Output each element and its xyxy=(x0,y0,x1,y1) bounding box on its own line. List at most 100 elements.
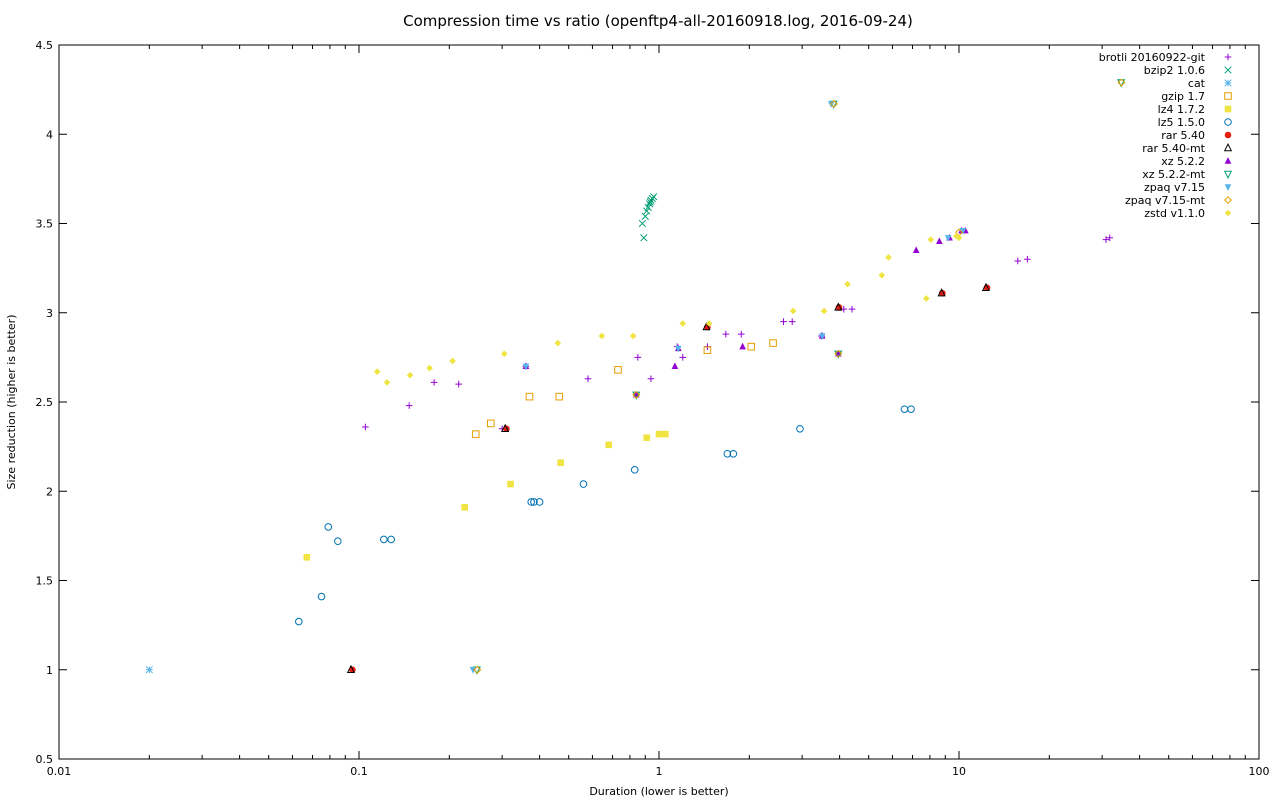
data-point xyxy=(605,441,613,449)
legend-label: bzip2 1.0.6 xyxy=(1144,64,1205,77)
legend-label: brotli 20160922-git xyxy=(1099,51,1206,64)
data-point xyxy=(554,339,562,347)
data-point xyxy=(629,332,637,340)
axis-ticks: 0.01 0.1 1 10 100 0.5 1 1.5 2 2.5 3 3.5 4 4.5 xyxy=(36,39,1270,778)
plot-frame xyxy=(58,44,1260,760)
x-tick-label: 0.1 xyxy=(350,765,368,778)
legend-marker xyxy=(1224,53,1232,61)
data-point xyxy=(527,498,536,506)
data-point xyxy=(1102,236,1110,243)
data-point xyxy=(937,288,946,297)
x-tick-label: 10 xyxy=(952,765,966,778)
data-point xyxy=(900,405,909,413)
data-point xyxy=(655,430,663,438)
data-point xyxy=(380,535,388,544)
legend-item: zpaq v7.15 xyxy=(1144,181,1232,194)
data-point xyxy=(641,212,649,221)
legend-marker xyxy=(1223,142,1233,152)
data-point xyxy=(471,430,480,438)
data-point xyxy=(722,330,730,338)
data-point xyxy=(675,345,682,353)
data-point xyxy=(430,379,438,386)
legend-item: xz 5.2.2 xyxy=(1161,155,1232,168)
data-point xyxy=(780,318,787,325)
legend-label: xz 5.2.2-mt xyxy=(1142,168,1205,181)
series-lz4-1-7-2 xyxy=(303,430,669,561)
legend-marker xyxy=(1224,184,1232,191)
data-point xyxy=(1117,78,1126,87)
x-tick-label: 1 xyxy=(656,765,663,778)
legend-item: gzip 1.7 xyxy=(1161,90,1232,103)
y-tick-label: 3.5 xyxy=(36,218,54,231)
series-brotli-20160922-git xyxy=(362,234,1114,433)
legend-item: rar 5.40-mt xyxy=(1142,142,1233,155)
data-point xyxy=(555,392,564,401)
y-tick-label: 1.5 xyxy=(36,575,54,588)
y-tick-label: 2.5 xyxy=(36,396,54,409)
data-point xyxy=(702,322,711,331)
series-xz-5-2-2 xyxy=(522,226,969,398)
legend-label: zpaq v7.15 xyxy=(1144,181,1205,194)
data-point xyxy=(455,380,463,388)
series-zstd-v1-1-0 xyxy=(373,232,963,386)
chart-title: Compression time vs ratio (openftp4-all-… xyxy=(403,12,913,30)
data-point xyxy=(878,271,886,279)
data-point xyxy=(650,193,658,201)
y-tick-label: 4 xyxy=(46,128,53,141)
data-point xyxy=(1014,257,1022,265)
legend-item: brotli 20160922-git xyxy=(1099,51,1232,64)
data-point xyxy=(737,330,745,338)
data-point xyxy=(324,523,333,531)
data-point xyxy=(788,318,796,325)
series-cat xyxy=(145,666,153,674)
data-point xyxy=(679,354,687,361)
legend-item: zstd v1.1.0 xyxy=(1144,207,1232,220)
legend-item: xz 5.2.2-mt xyxy=(1142,168,1233,181)
data-points xyxy=(145,78,1126,675)
legend-item: rar 5.40 xyxy=(1161,129,1232,142)
data-point xyxy=(820,307,828,315)
data-point xyxy=(705,320,713,327)
data-point xyxy=(373,368,381,375)
data-point xyxy=(632,390,641,399)
legend-label: zpaq v7.15-mt xyxy=(1125,194,1206,207)
data-point xyxy=(953,232,960,240)
data-point xyxy=(647,375,655,383)
data-point xyxy=(769,339,777,347)
legend-marker xyxy=(1224,92,1232,100)
data-point xyxy=(829,99,838,108)
data-point xyxy=(579,480,588,488)
data-point xyxy=(981,282,991,291)
data-point xyxy=(834,349,843,358)
data-point xyxy=(1106,234,1114,242)
data-point xyxy=(643,434,651,441)
data-point xyxy=(634,354,642,361)
data-point xyxy=(525,392,534,401)
data-point xyxy=(426,364,433,372)
data-point xyxy=(295,617,303,626)
data-point xyxy=(747,342,756,351)
data-point xyxy=(789,307,797,315)
data-point xyxy=(959,227,967,235)
data-point xyxy=(535,498,544,506)
x-tick-label: 0.01 xyxy=(47,765,72,778)
y-tick-label: 0.5 xyxy=(36,753,54,766)
series-bzip2-1-0-6 xyxy=(638,193,658,242)
legend-label: rar 5.40 xyxy=(1161,129,1205,142)
data-point xyxy=(739,342,746,350)
data-point xyxy=(640,234,648,242)
y-tick-label: 1 xyxy=(46,664,53,677)
legend-marker xyxy=(1224,66,1232,74)
data-point xyxy=(486,419,495,428)
data-point xyxy=(473,665,482,674)
legend-label: xz 5.2.2 xyxy=(1161,155,1205,168)
data-point xyxy=(614,366,622,374)
y-tick-label: 3 xyxy=(46,307,53,320)
data-point xyxy=(927,236,935,243)
data-point xyxy=(317,592,326,601)
data-point xyxy=(796,424,804,433)
data-point xyxy=(630,466,639,474)
legend-marker xyxy=(1224,157,1232,164)
